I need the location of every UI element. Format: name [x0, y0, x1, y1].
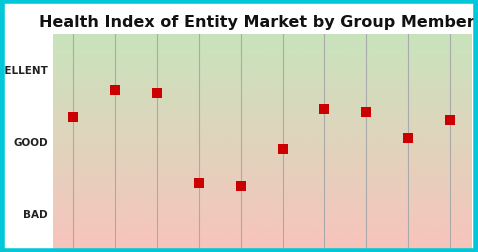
Point [404, 136, 412, 140]
Point [70, 115, 77, 119]
Point [362, 110, 370, 114]
Point [279, 147, 286, 151]
Title: Health Index of Entity Market by Group Members: Health Index of Entity Market by Group M… [39, 15, 478, 30]
Point [153, 91, 161, 95]
Point [237, 184, 245, 188]
Point [195, 181, 203, 185]
Point [321, 107, 328, 111]
Point [446, 118, 454, 122]
Point [111, 88, 119, 92]
